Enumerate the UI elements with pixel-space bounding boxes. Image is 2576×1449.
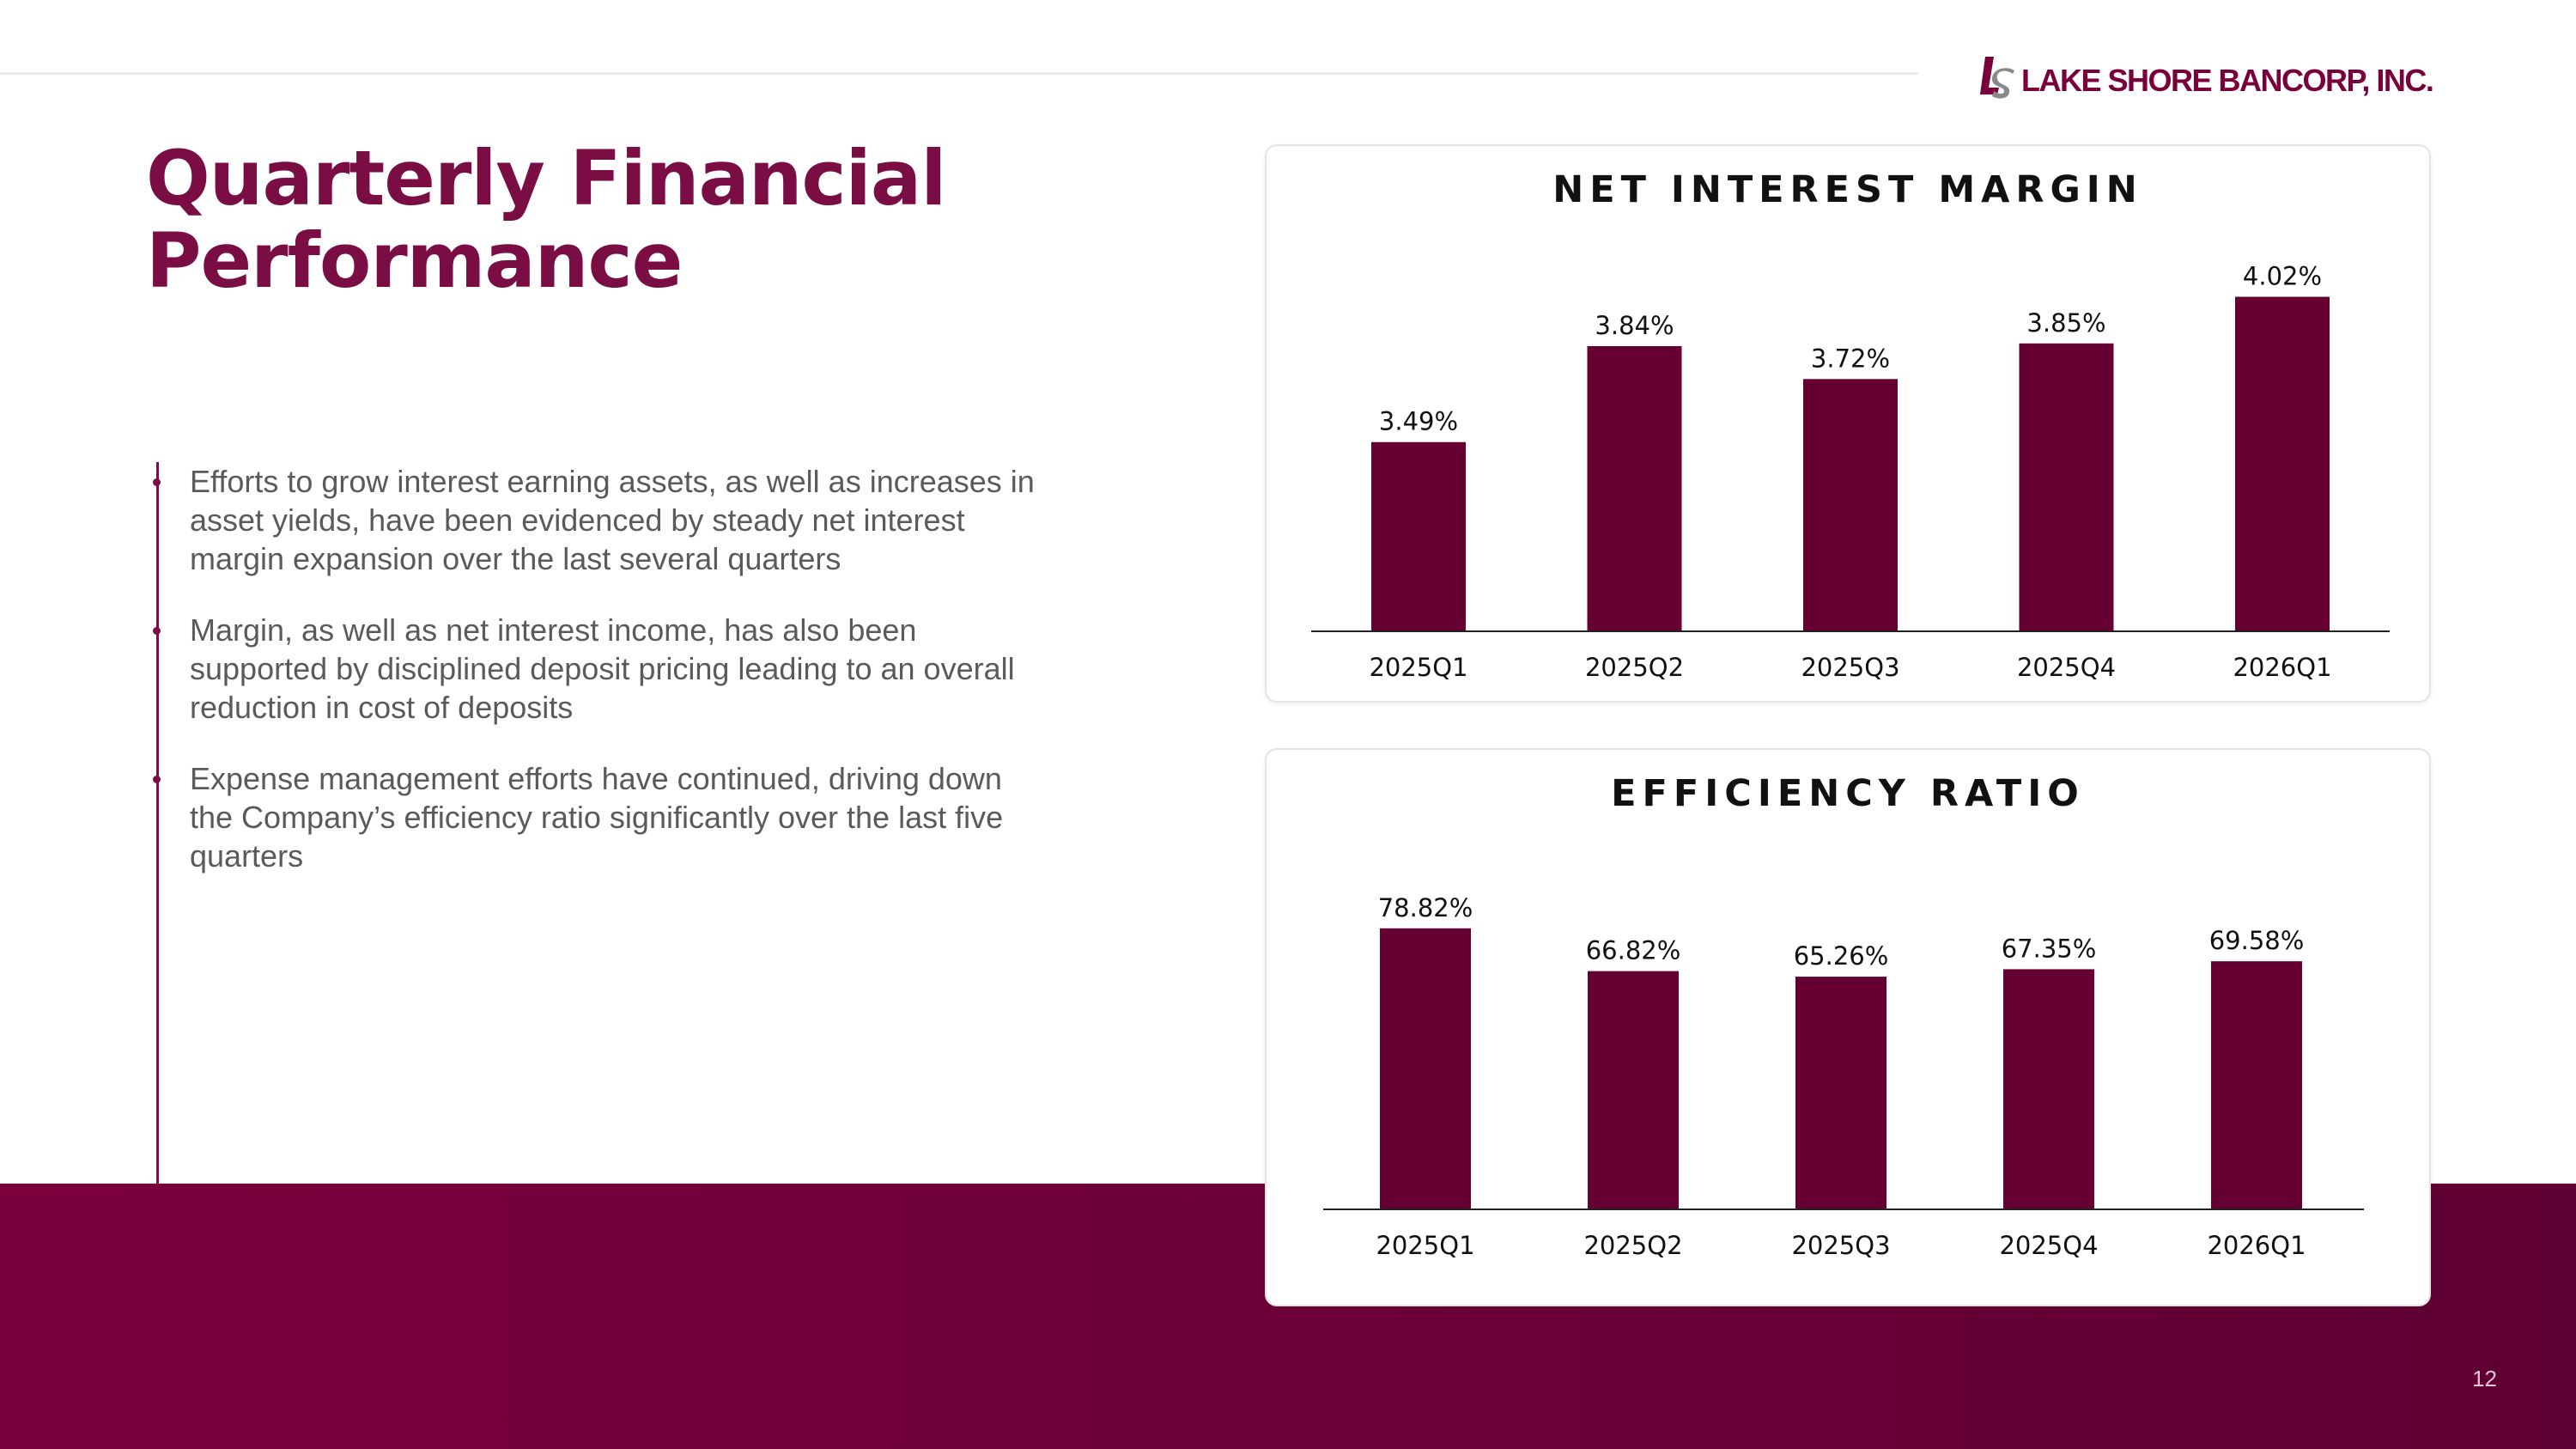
page-title-line1: Quarterly Financial <box>146 134 946 222</box>
efficiency-ratio-chart: 78.82% 2025Q1 66.82% 2025Q2 65.26% 2025Q3 67.3… <box>1323 893 2364 1260</box>
header-rule <box>0 72 1918 75</box>
ls-logo-mark-icon <box>1980 57 2014 99</box>
data-label: 3.85% <box>2026 308 2105 338</box>
data-label: 3.72% <box>1811 344 1890 373</box>
x-tick-label: 2026Q1 <box>2233 653 2331 682</box>
data-label: 69.58% <box>2209 926 2305 955</box>
bar <box>1587 346 1682 631</box>
bar <box>2003 969 2094 1209</box>
efficiency-ratio-card: EFFICIENCY RATIO 78.82% 2025Q1 66.82% 2025Q… <box>1265 748 2431 1306</box>
chart-title: EFFICIENCY RATIO <box>1611 772 2085 815</box>
company-logo: LAKE SHORE BANCORP, INC. <box>1978 50 2434 101</box>
accent-line <box>156 462 159 1184</box>
data-label: 3.84% <box>1595 311 1674 340</box>
x-tick-label: 2026Q1 <box>2207 1231 2306 1260</box>
data-label: 4.02% <box>2243 262 2322 291</box>
bar <box>2211 961 2302 1209</box>
data-label: 66.82% <box>1586 936 1681 965</box>
bullet-item: Margin, as well as net interest income, … <box>153 611 1053 727</box>
x-tick-label: 2025Q3 <box>1791 1231 1890 1260</box>
x-tick-label: 2025Q1 <box>1376 1231 1474 1260</box>
x-tick-label: 2025Q3 <box>1801 653 1899 682</box>
bar <box>1380 928 1471 1209</box>
bar <box>1371 441 1466 631</box>
company-name: LAKE SHORE BANCORP, INC. <box>2021 63 2434 98</box>
bullet-list: Efforts to grow interest earning assets,… <box>153 462 1053 908</box>
page-number: 12 <box>2472 1366 2497 1391</box>
x-tick-label: 2025Q2 <box>1585 653 1684 682</box>
page-title: Quarterly Financial Performance <box>146 134 946 305</box>
x-tick-label: 2025Q1 <box>1369 653 1467 682</box>
x-tick-label: 2025Q4 <box>2017 653 2116 682</box>
net-interest-margin-chart: 3.49% 2025Q1 3.84% 2025Q2 3.72% 2025Q3 3.85% 20… <box>1311 262 2390 682</box>
data-label: 78.82% <box>1378 893 1473 922</box>
bullet-item: Efforts to grow interest earning assets,… <box>153 462 1053 578</box>
data-label: 67.35% <box>2002 934 2097 963</box>
page-title-line2: Performance <box>146 216 683 305</box>
bar <box>1795 977 1886 1209</box>
bar <box>2019 343 2114 631</box>
x-tick-label: 2025Q4 <box>1999 1231 2098 1260</box>
net-interest-margin-card: NET INTEREST MARGIN 3.49% 2025Q1 3.84% 2025… <box>1265 144 2431 703</box>
x-tick-label: 2025Q2 <box>1583 1231 1682 1260</box>
data-label: 3.49% <box>1379 407 1458 436</box>
bar <box>2235 296 2330 631</box>
bar <box>1588 971 1679 1209</box>
bar <box>1803 379 1898 631</box>
data-label: 65.26% <box>1794 941 1889 971</box>
chart-title: NET INTEREST MARGIN <box>1552 168 2143 211</box>
bullet-item: Expense management efforts have continue… <box>153 759 1053 875</box>
